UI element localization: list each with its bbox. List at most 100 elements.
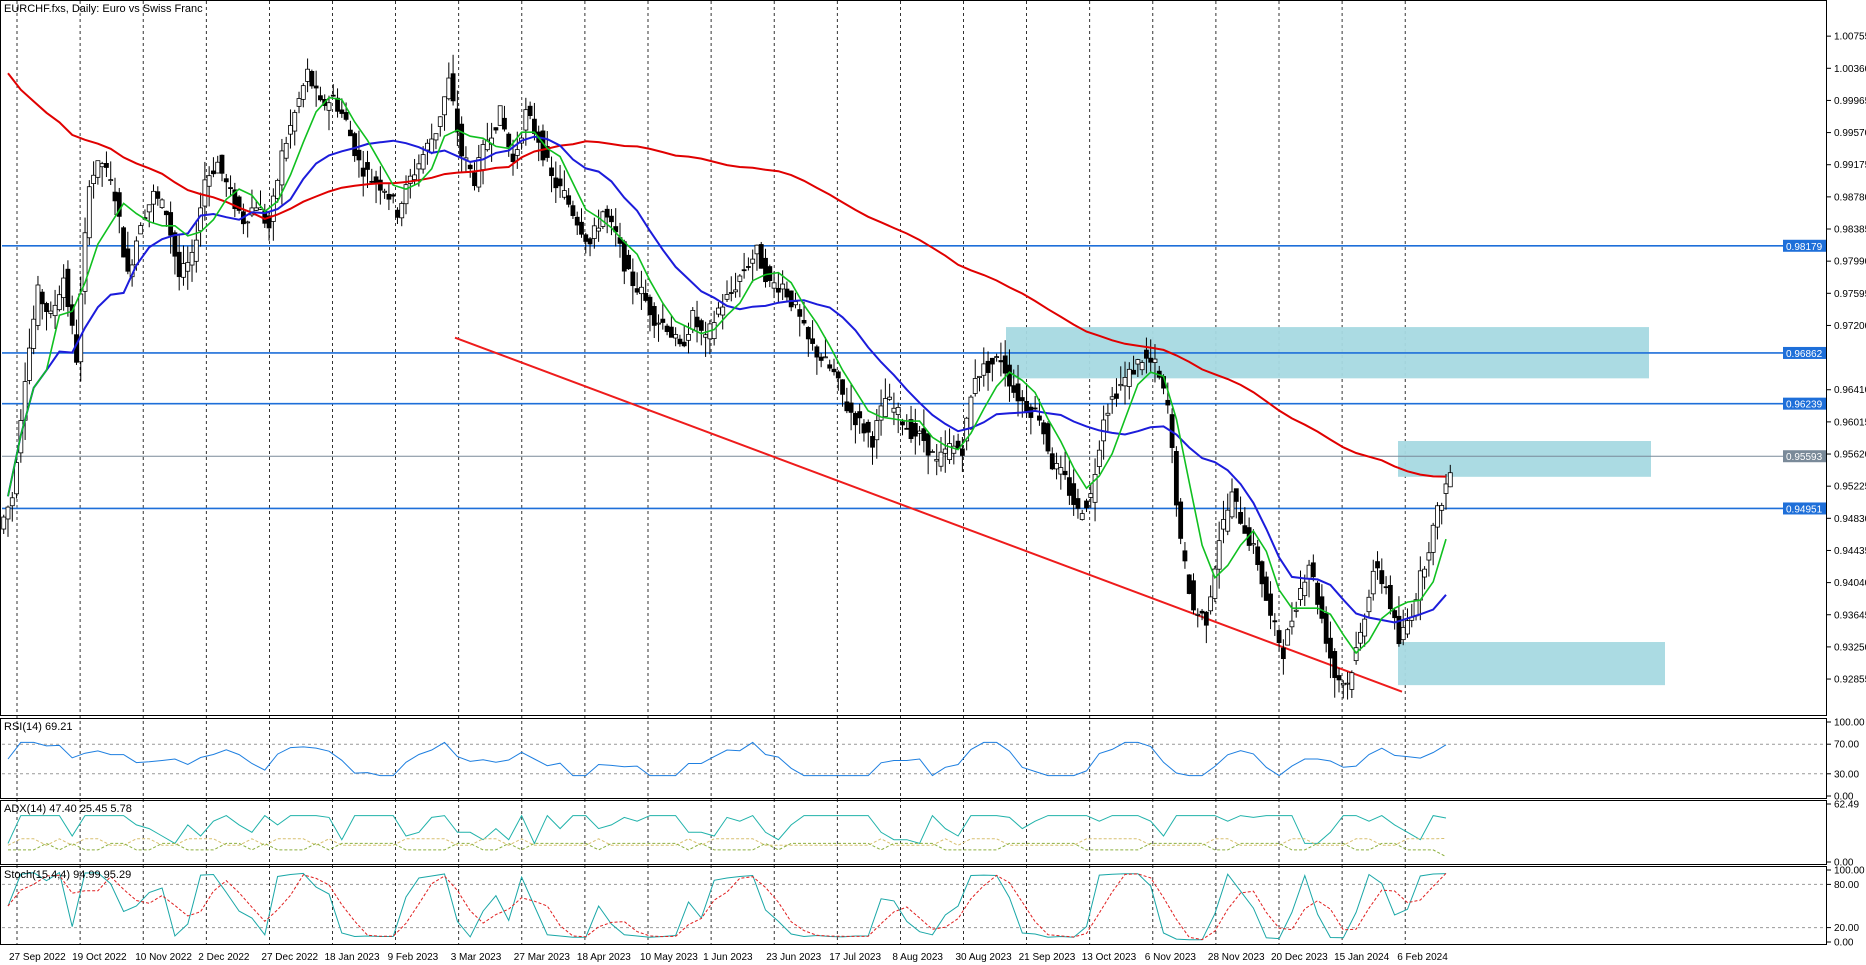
candle-body <box>390 194 396 197</box>
candle-body <box>1178 501 1184 539</box>
candle-body <box>1011 385 1017 393</box>
candle-body <box>1037 415 1042 421</box>
candle-body <box>476 157 482 188</box>
price-tick-label: 0.94435 <box>1834 546 1866 557</box>
candle-body <box>1298 588 1303 600</box>
candle-body <box>1443 483 1449 494</box>
candle-body <box>1 516 7 530</box>
candle-body <box>1332 651 1338 678</box>
candle-body <box>442 96 447 116</box>
candle-body <box>193 239 199 262</box>
candle-body <box>412 174 417 180</box>
candle-body <box>634 288 640 293</box>
candle-body <box>1422 568 1428 578</box>
candle-body <box>660 318 666 323</box>
candle-body <box>1195 613 1201 616</box>
candle-body <box>78 293 84 363</box>
candle-body <box>1315 582 1321 605</box>
candle-body <box>754 244 760 255</box>
rsi-tick-label: 30.00 <box>1834 769 1859 780</box>
candle-body <box>959 448 965 456</box>
candle-body <box>502 117 507 130</box>
candle-body <box>365 162 370 170</box>
candle-body <box>797 309 803 317</box>
candle-body <box>1272 620 1278 623</box>
rsi-tick-label: 100.00 <box>1834 718 1865 729</box>
candle-body <box>1118 383 1124 387</box>
candle-body <box>1015 383 1021 402</box>
stoch-tick-label: 80.00 <box>1834 880 1859 891</box>
rsi-tick-label: 70.00 <box>1834 740 1859 751</box>
date-axis: 27 Sep 2022 19 Oct 2022 10 Nov 2022 2 Dec 2… <box>9 952 1448 963</box>
candle-body <box>14 462 19 495</box>
candle-body <box>1323 613 1329 644</box>
candle-body <box>728 292 734 294</box>
stoch-d-line <box>7 873 1447 941</box>
highlight-zone <box>1398 642 1665 686</box>
candle-body <box>437 116 443 127</box>
candle-body <box>1165 399 1171 406</box>
candle-body <box>420 154 426 170</box>
level-tag <box>1783 397 1826 410</box>
candle-body <box>425 142 430 151</box>
candle-body <box>1358 631 1363 644</box>
candle-body <box>1349 672 1355 690</box>
date-tick-label: 8 Aug 2023 <box>892 952 943 963</box>
candle-body <box>591 225 597 239</box>
candle-body <box>1387 584 1393 610</box>
candle-body <box>155 191 161 199</box>
candle-body <box>1280 647 1286 660</box>
candle-body <box>95 160 101 178</box>
candle-body <box>313 85 319 89</box>
date-tick-label: 2 Dec 2022 <box>198 952 250 963</box>
candle-body <box>181 263 186 278</box>
symbol-title: EURCHF.fxs, Daily: Euro vs Swiss Franc <box>4 3 203 15</box>
date-tick-label: 6 Nov 2023 <box>1145 952 1197 963</box>
candle-body <box>874 420 880 441</box>
rsi-line <box>7 741 1447 777</box>
candle-body <box>570 205 576 216</box>
sma-20-line <box>7 96 1447 655</box>
candle-body <box>510 153 516 163</box>
trendline <box>454 336 1403 693</box>
price-tick-label: 0.96015 <box>1834 417 1866 428</box>
level-tag <box>1783 450 1826 463</box>
candle-body <box>39 291 45 305</box>
candle-body <box>951 445 957 454</box>
candle-body <box>446 77 452 100</box>
candle-body <box>484 139 490 151</box>
candle-body <box>395 209 400 218</box>
candle-body <box>219 154 225 174</box>
candle-body <box>472 172 477 187</box>
candle-body <box>604 208 610 218</box>
adx-tick-label: 62.49 <box>1834 800 1859 811</box>
candle-body <box>1139 362 1145 371</box>
candle-body <box>202 179 208 207</box>
candle-body <box>1238 511 1243 524</box>
candle-body <box>506 133 512 148</box>
rsi-panel-frame <box>0 718 1827 799</box>
candle-body <box>305 68 310 82</box>
candle-body <box>934 458 940 462</box>
candle-body <box>1032 407 1038 410</box>
candle-body <box>733 289 738 293</box>
candle-body <box>86 186 92 239</box>
candle-body <box>677 338 683 345</box>
candle-body <box>1289 620 1295 628</box>
candle-body <box>1302 581 1308 597</box>
level-tag <box>1783 502 1826 515</box>
candle-body <box>1208 596 1214 612</box>
candle-body <box>532 118 537 134</box>
date-tick-label: 17 Jul 2023 <box>829 952 881 963</box>
date-tick-label: 3 Mar 2023 <box>451 952 502 963</box>
candle-body <box>626 254 631 270</box>
candle-body <box>1405 620 1410 635</box>
candle-body <box>1345 682 1350 685</box>
level-tag-label: 0.96239 <box>1786 400 1823 411</box>
